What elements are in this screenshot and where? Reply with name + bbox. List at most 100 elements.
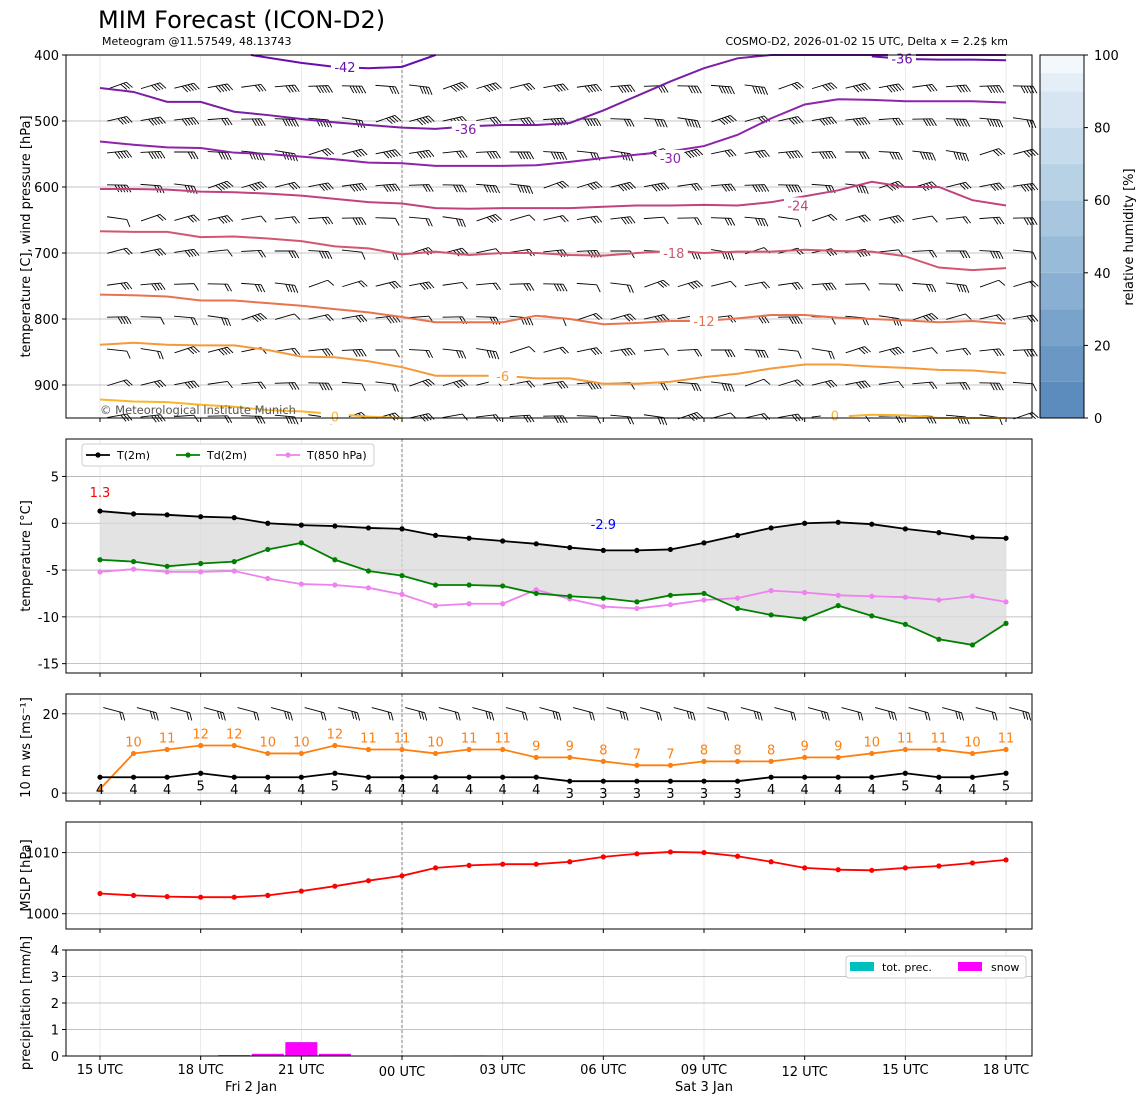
t850-point <box>1003 599 1009 605</box>
x-tick-label: 15 UTC <box>882 1063 928 1078</box>
wind-barb <box>140 213 167 222</box>
wind-barb <box>207 381 233 389</box>
gust-point <box>936 746 942 753</box>
t2m-point <box>399 526 405 532</box>
t850-point <box>130 566 137 572</box>
wind-barb <box>308 148 335 157</box>
wind-barb <box>1013 249 1037 260</box>
wind-barb <box>409 84 433 95</box>
windspeed-point <box>1003 770 1009 776</box>
gust-data-label: 11 <box>159 731 176 746</box>
windspeed-data-label: 4 <box>398 783 406 798</box>
mslp-frame <box>65 821 1033 930</box>
td2m-point <box>164 563 170 569</box>
wind-barb <box>1013 148 1039 158</box>
isotherm-label: -24 <box>787 199 808 214</box>
windspeed-data-label: 5 <box>197 779 205 794</box>
mslp-point <box>298 888 304 894</box>
wind-barb <box>140 82 167 92</box>
prec-ytick-label: 3 <box>51 971 59 986</box>
surface-wind-barb <box>304 707 327 721</box>
wind-barb <box>744 216 769 227</box>
windspeed-point <box>432 774 439 780</box>
wind-barb <box>409 378 435 387</box>
wind-barb <box>241 181 267 192</box>
wind-barb <box>476 348 500 360</box>
wind-barb <box>945 347 972 356</box>
mslp-point <box>198 894 204 900</box>
wind-barb <box>509 380 536 388</box>
wind-barb <box>945 84 971 93</box>
windspeed-data-label: 4 <box>465 783 473 798</box>
td2m-point <box>802 616 808 622</box>
td2m-point <box>298 540 304 546</box>
wind-barb <box>610 347 636 357</box>
copyright-text: © Meteorological Institute Munich <box>100 403 296 417</box>
t2m-point <box>567 544 573 551</box>
wind-barb <box>576 84 602 93</box>
wind-barb <box>845 346 871 355</box>
colorbar-band <box>1040 345 1084 382</box>
gust-data-label: 10 <box>260 735 277 750</box>
wind-barb <box>710 183 736 192</box>
wind-barb <box>241 249 266 258</box>
colorbar-band <box>1040 309 1084 346</box>
gust-line <box>99 744 1007 790</box>
windspeed-data-label: 5 <box>1002 779 1010 794</box>
wind-barb <box>979 314 1005 322</box>
x-tick-label: 09 UTC <box>681 1063 727 1078</box>
t850-point <box>533 587 539 593</box>
upper-air-ytick-label: 500 <box>34 115 59 130</box>
wind-barb <box>845 117 871 126</box>
windspeed-point <box>533 774 539 780</box>
wind-barb <box>644 279 670 288</box>
td2m-point <box>97 557 103 563</box>
t850-point <box>500 601 506 607</box>
temp-ytick-label: -5 <box>46 564 59 579</box>
gust-data-label: 7 <box>666 747 674 762</box>
wind-barb <box>274 347 301 356</box>
surface-wind-barb <box>774 707 797 721</box>
colorbar-tick-label: 60 <box>1094 194 1111 209</box>
wind-barb <box>543 283 568 292</box>
td2m-point <box>936 636 942 642</box>
wind-barb <box>174 117 200 126</box>
mslp-point <box>164 893 170 900</box>
prec-ylabel: precipitation [mm/h] <box>19 936 34 1070</box>
wind-barb <box>610 118 635 127</box>
wind-barb <box>677 280 704 290</box>
wind-ylabel: 10 m ws [ms⁻¹] <box>19 697 34 798</box>
wind-barb <box>979 85 1005 94</box>
surface-wind-barb <box>1009 707 1032 721</box>
gust-data-label: 11 <box>998 731 1015 746</box>
wind-barb <box>1013 314 1039 323</box>
t850-point <box>164 569 170 575</box>
wind-barb <box>576 347 603 356</box>
td2m-point <box>399 573 405 579</box>
wind-barb <box>979 279 1006 288</box>
gust-data-label: 9 <box>532 739 540 754</box>
temp-legend-box <box>81 443 375 467</box>
mslp-point <box>600 854 606 860</box>
gust-data-label: 11 <box>461 731 478 746</box>
windspeed-point <box>567 778 573 784</box>
isotherm-label: -36 <box>891 52 912 67</box>
x-tick-label: 03 UTC <box>479 1063 525 1078</box>
isotherm-label: -42 <box>334 61 355 76</box>
legend-swatch <box>850 962 874 971</box>
surface-wind-barb <box>942 707 965 721</box>
gust-point <box>667 762 674 768</box>
wind-barb <box>274 84 300 93</box>
windspeed-point <box>768 774 774 780</box>
mslp-ytick-label: 1000 <box>26 908 59 923</box>
gust-data-label: 8 <box>700 743 708 758</box>
snow-bar <box>285 1042 318 1056</box>
wind-barb <box>778 150 804 159</box>
gust-point <box>97 786 103 792</box>
mslp-point <box>332 883 338 889</box>
td2m-point <box>667 592 674 598</box>
wind-barb <box>576 282 601 293</box>
surface-wind-barb <box>505 707 528 721</box>
surface-wind-barb <box>673 707 696 721</box>
td2m-line <box>99 541 1007 646</box>
